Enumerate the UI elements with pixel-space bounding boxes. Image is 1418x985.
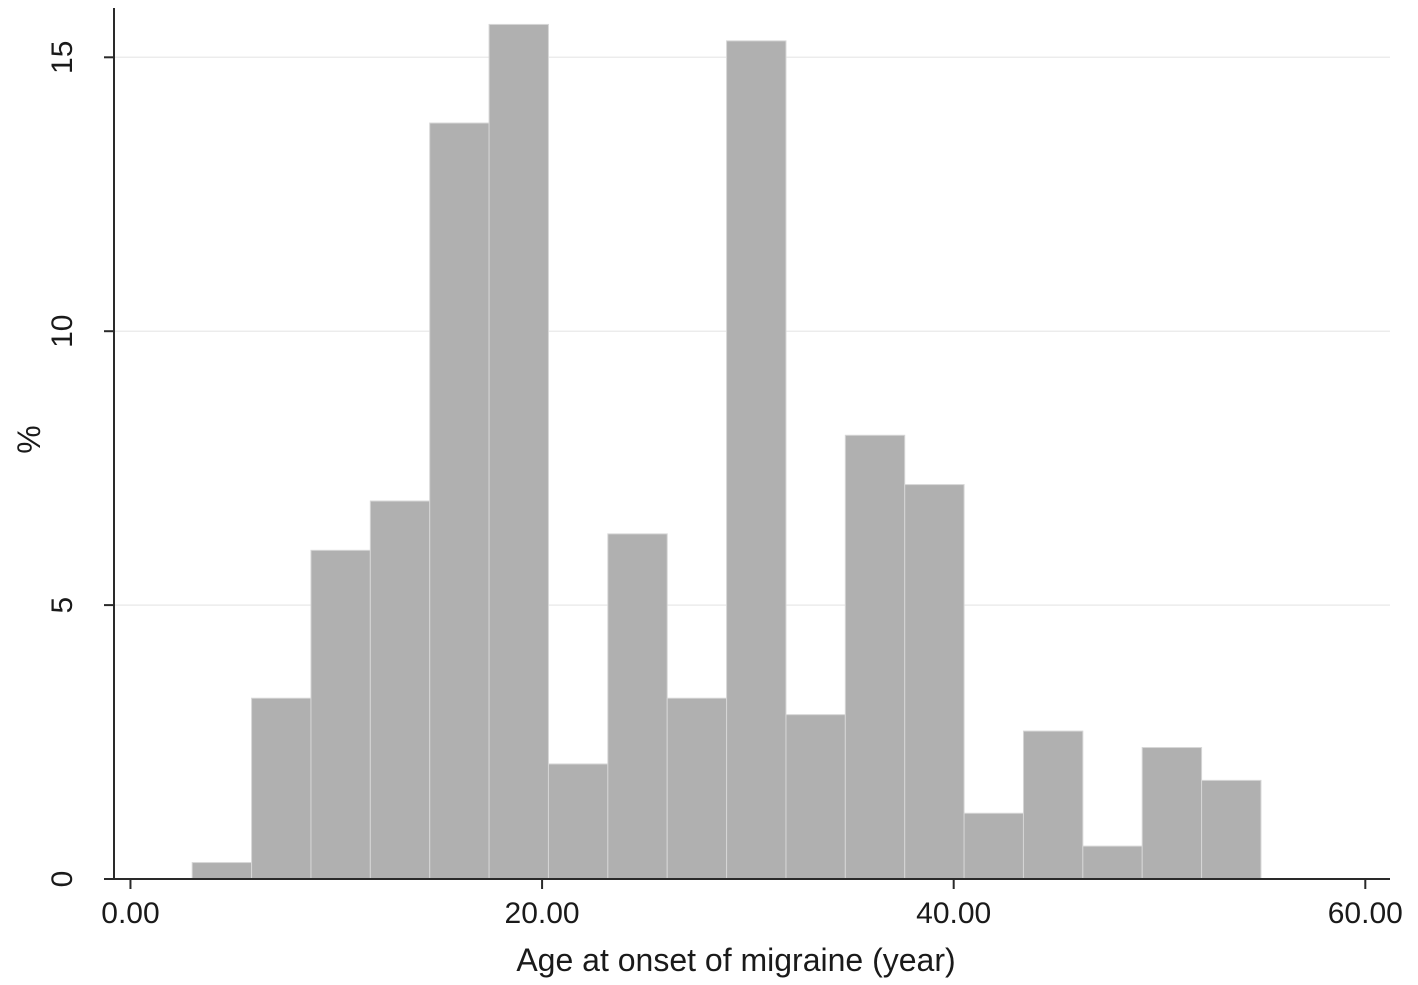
y-tick-label-2: 10: [46, 315, 79, 348]
histogram-bar-7: [607, 533, 668, 880]
histogram-bar-17: [1201, 779, 1262, 880]
histogram-bar-12: [904, 484, 965, 880]
histogram-bar-0: [191, 862, 253, 880]
histogram-bar-13: [963, 812, 1024, 880]
histogram-bar-14: [1022, 730, 1084, 880]
histogram-bar-8: [666, 697, 728, 880]
histogram-bar-5: [488, 23, 549, 880]
histogram-bar-6: [547, 763, 609, 880]
histogram-bar-16: [1141, 747, 1203, 880]
histogram-bars: [191, 23, 1262, 880]
x-tick-label-3: 60.00: [1328, 897, 1403, 930]
x-tick-label-1: 20.00: [505, 897, 580, 930]
y-axis-title: %: [11, 425, 47, 453]
y-tick-label-3: 15: [46, 41, 79, 74]
histogram-bar-11: [844, 434, 906, 880]
y-axis-ticks: 0 5 10 15: [46, 41, 114, 888]
x-tick-label-2: 40.00: [916, 897, 991, 930]
histogram-bar-4: [429, 122, 490, 880]
histogram-bar-1: [251, 697, 312, 880]
histogram-bar-10: [785, 714, 846, 880]
y-tick-label-0: 0: [46, 871, 79, 888]
x-axis-title: Age at onset of migraine (year): [516, 942, 955, 978]
histogram-bar-3: [369, 500, 431, 880]
x-axis-ticks: 0.00 20.00 40.00 60.00: [101, 879, 1403, 930]
histogram-bar-2: [310, 549, 371, 880]
histogram-bar-15: [1082, 845, 1143, 880]
y-tick-label-1: 5: [46, 597, 79, 614]
axes: [113, 8, 1390, 880]
histogram-bar-9: [726, 40, 787, 880]
x-tick-label-0: 0.00: [101, 897, 159, 930]
